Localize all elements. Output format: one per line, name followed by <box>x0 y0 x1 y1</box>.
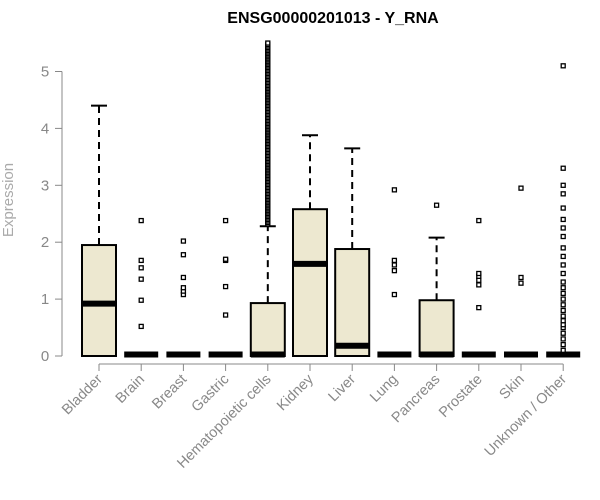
outlier-point <box>560 225 566 231</box>
box-pancreas <box>418 202 455 358</box>
box-rect <box>418 299 455 358</box>
box-bladder <box>81 104 117 357</box>
outlier-point <box>476 304 482 311</box>
box-prostate <box>461 217 496 358</box>
outlier-point <box>391 291 398 298</box>
outlier-point <box>560 279 566 285</box>
box-lung <box>377 187 412 358</box>
outlier-point <box>560 307 566 314</box>
outlier-point <box>476 217 482 224</box>
outlier-point <box>560 270 566 277</box>
outlier-point <box>560 205 566 211</box>
y-tick-label: 0 <box>41 348 49 365</box>
outlier-point <box>476 282 482 288</box>
outlier-point <box>391 262 398 268</box>
box-rect <box>334 248 371 357</box>
outlier-point <box>560 233 566 240</box>
x-tick-label: Skin <box>497 372 528 403</box>
box-rect <box>292 208 328 357</box>
x-tick-label: Prostate <box>436 372 485 421</box>
outlier-point <box>560 302 566 308</box>
box-unknown-other <box>546 63 581 358</box>
outlier-point <box>391 267 398 274</box>
y-tick-label: 3 <box>41 177 49 194</box>
outlier-point <box>265 40 271 46</box>
outlier-point <box>560 63 566 69</box>
outlier-point <box>222 217 229 224</box>
outlier-point <box>560 245 566 251</box>
outlier-point <box>560 296 566 302</box>
outlier-point <box>138 297 144 303</box>
outlier-point <box>476 270 482 277</box>
outlier-point <box>560 285 566 291</box>
chart-title: ENSG00000201013 - Y_RNA <box>227 10 439 27</box>
outlier-point <box>560 216 566 223</box>
x-tick-label: Lung <box>367 372 401 406</box>
outlier-point <box>222 256 229 262</box>
outlier-point <box>138 265 144 271</box>
outlier-point <box>180 252 187 258</box>
outlier-point <box>560 262 566 268</box>
outlier-point <box>138 276 144 282</box>
outlier-point <box>391 187 398 193</box>
outlier-point <box>560 313 566 319</box>
y-tick-label: 5 <box>41 64 49 81</box>
y-axis: 0 1 2 3 4 5 <box>41 64 63 365</box>
x-tick-label: Brain <box>113 372 148 407</box>
outlier-point <box>180 274 187 281</box>
outlier-point <box>433 202 440 208</box>
x-tick-label: Bladder <box>59 371 106 418</box>
outlier-point <box>180 285 187 291</box>
outlier-point <box>560 165 566 171</box>
outlier-point <box>222 312 229 318</box>
outlier-point <box>518 274 524 281</box>
outlier-point <box>180 238 187 244</box>
outlier-point <box>560 330 566 336</box>
box-breast <box>166 238 201 358</box>
y-tick-label: 2 <box>41 234 49 251</box>
outlier-point <box>518 280 524 286</box>
plot-area <box>81 40 581 358</box>
outlier-point <box>138 323 144 330</box>
x-tick-label: Kidney <box>274 371 317 414</box>
outlier-point <box>391 257 398 264</box>
x-tick-label: Breast <box>149 372 190 413</box>
outlier-point <box>560 318 566 324</box>
box-rect <box>81 244 117 357</box>
outlier-point <box>560 253 566 260</box>
outlier-point <box>560 341 566 348</box>
outlier-point <box>518 185 524 191</box>
y-tick-label: 1 <box>41 291 49 308</box>
outlier-point <box>138 217 144 224</box>
box-rect <box>249 302 286 358</box>
outlier-point <box>560 191 566 197</box>
outlier-point <box>560 290 566 297</box>
box-gastric <box>208 217 243 358</box>
y-axis-label: Expression <box>0 163 17 237</box>
box-kidney <box>292 134 328 357</box>
outlier-point <box>560 182 566 188</box>
x-tick-label: Liver <box>325 371 359 405</box>
box-hematopoietic-cells <box>249 40 286 358</box>
outlier-point <box>560 336 566 342</box>
outlier-point <box>138 257 144 264</box>
outlier-point <box>222 283 229 290</box>
box-liver <box>334 147 371 357</box>
outlier-point <box>560 347 566 353</box>
box-skin <box>504 185 538 358</box>
y-tick-label: 4 <box>41 120 49 137</box>
box-brain <box>124 217 159 358</box>
